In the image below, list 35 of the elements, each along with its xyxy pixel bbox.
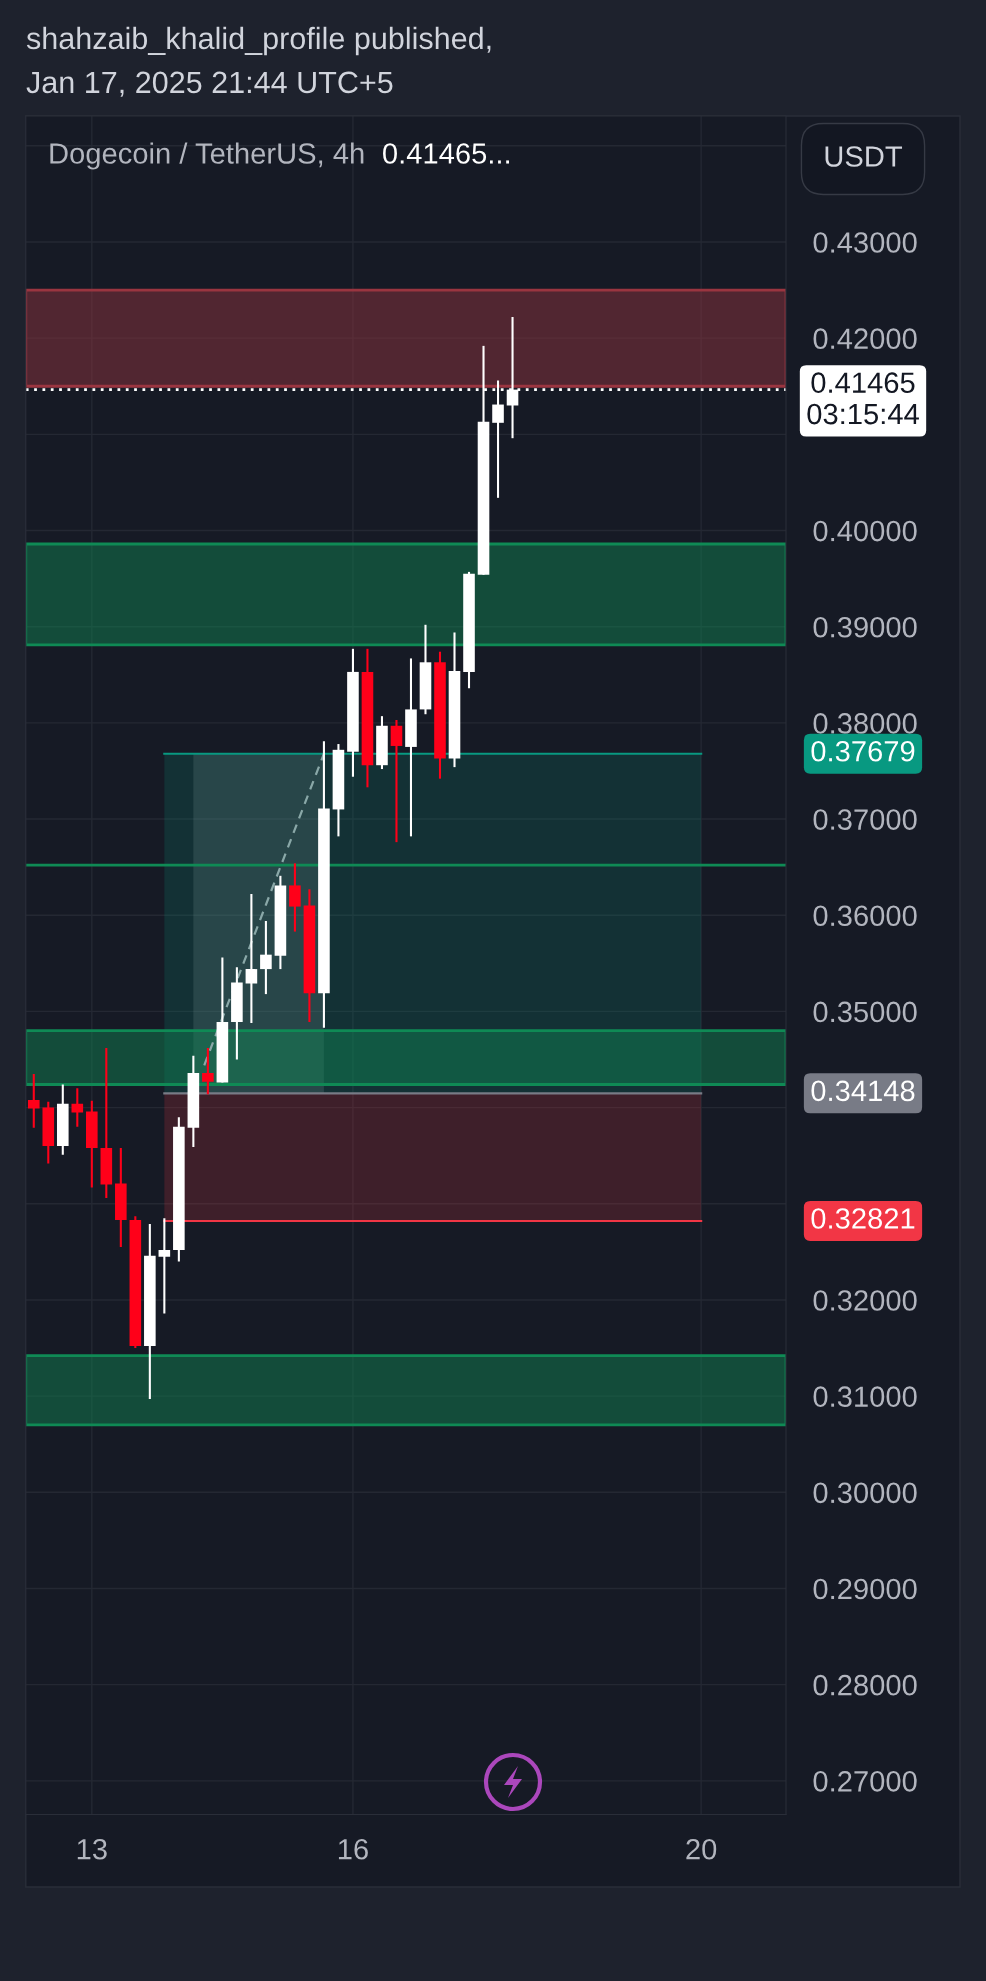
ref-line-label: 0.41465 03:15:44 [807, 372, 919, 425]
y-tick-label: 0.37000 [813, 809, 917, 830]
text: 0.41465... [383, 143, 509, 164]
x-tick-label: 16 [338, 1838, 368, 1860]
x-tick-label: 13 [77, 1838, 107, 1860]
x-tick-label: 20 [686, 1838, 717, 1860]
y-axis-title: USDT [825, 146, 903, 167]
candlestick [260, 919, 272, 996]
text: 0.32821 [811, 1208, 915, 1229]
candlestick [71, 1087, 84, 1128]
candlestick [289, 862, 301, 933]
text: Jan 17, 2025 21:44 UTC+5 [26, 71, 393, 97]
y-tick-label: 0.35000 [813, 1001, 917, 1023]
y-tick-label: 0.40000 [813, 520, 917, 542]
candlestick [27, 1072, 40, 1129]
candlestick [202, 1046, 214, 1096]
y-tick-label: 0.36000 [813, 905, 917, 927]
y-tick-label: 0.30000 [813, 1482, 917, 1504]
y-tick-label: 0.38000 [813, 713, 917, 734]
y-tick-label: 0.29000 [813, 1578, 917, 1600]
y-tick-label: 0.32000 [813, 1290, 917, 1311]
candlestick [390, 718, 403, 844]
candlestick [492, 379, 504, 499]
y-tick-label: 0.28000 [813, 1674, 917, 1696]
candlestick [245, 893, 258, 1024]
y-tick-label: 0.31000 [813, 1386, 917, 1407]
y-tick-label: 0.42000 [813, 328, 917, 350]
y-tick-label: 0.43000 [813, 232, 917, 253]
text: 0.37679 [811, 740, 915, 762]
y-tick-label: 0.39000 [813, 616, 917, 638]
candlestick [158, 1217, 171, 1315]
y-tick-label: 0.27000 [813, 1771, 917, 1792]
text: 0.34148 [811, 1080, 915, 1102]
text: shahzaib_khalid_profile published, [26, 26, 491, 56]
text: Dogecoin / TetherUS, 4h [50, 142, 364, 170]
